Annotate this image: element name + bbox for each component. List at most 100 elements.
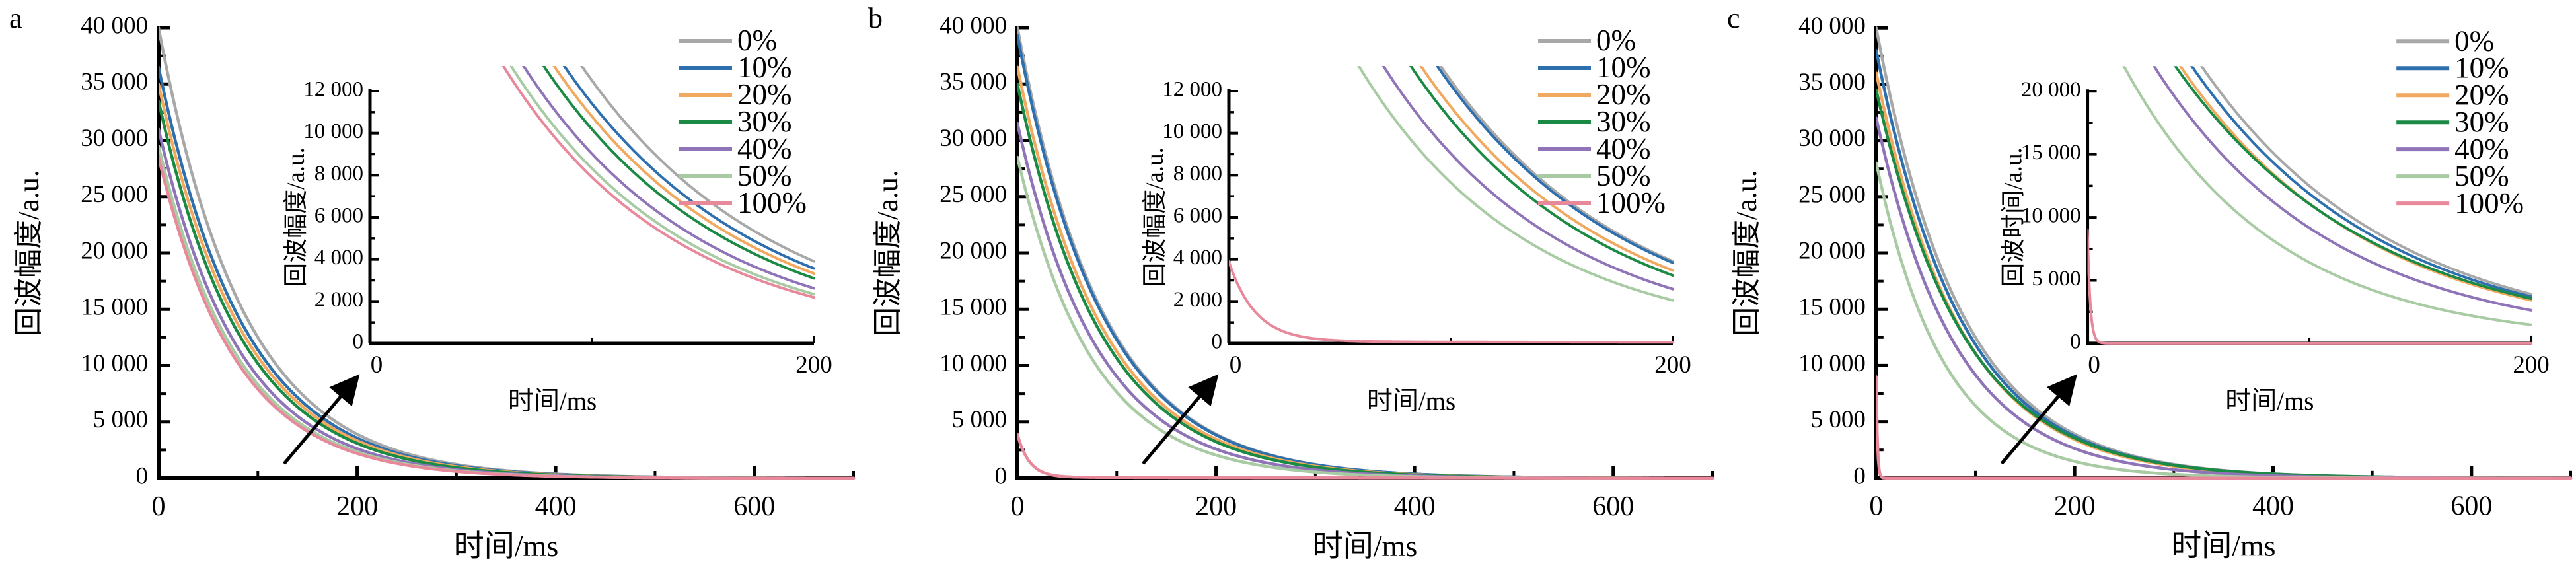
legend-entry-30%: 30% (679, 105, 792, 138)
panel-label-a: a (9, 2, 22, 34)
inset-ytick-label: 0 (1212, 330, 1223, 354)
inset-ytick-label: 10 000 (1162, 120, 1222, 143)
inset-ytick-label: 12 000 (303, 78, 363, 102)
inset-ytick-label: 10 000 (303, 120, 363, 143)
inset-series-curve-50% (509, 66, 815, 296)
legend-label-0%: 0% (737, 24, 777, 57)
inset-series-curve-20% (1419, 66, 1674, 272)
main-x-axis-label: 时间/ms (454, 529, 558, 563)
legend-label-20%: 20% (1596, 78, 1651, 111)
main-ytick-label: 0 (995, 462, 1008, 489)
main-ticks: 0 5 000 10 000 15 000 20 000 25 000 30 000 35 0… (81, 12, 855, 522)
main-curves (1017, 26, 1714, 480)
legend-label-30%: 30% (1596, 105, 1651, 138)
inset-pointer-arrow-icon (1142, 374, 1219, 465)
inset-ytick-label: 4 000 (314, 246, 363, 269)
legend-label-100%: 100% (2454, 186, 2524, 219)
inset-curves (501, 66, 815, 299)
panel-a-chart: 0 5 000 10 000 15 000 20 000 25 000 30 000 35 0… (13, 12, 856, 563)
legend-entry-0%: 0% (679, 24, 777, 57)
main-xtick-label: 0 (1011, 491, 1025, 522)
legend-entry-30%: 30% (1538, 105, 1651, 138)
panel-b: b 0 5 000 10 000 15 000 20 000 25 000 30 000 35… (859, 0, 1718, 572)
legend-entry-20%: 20% (679, 78, 792, 111)
legend-entry-30%: 30% (2396, 105, 2509, 138)
legend-label-10%: 10% (2454, 51, 2509, 84)
legend-label-40%: 40% (737, 132, 792, 165)
main-ytick-label: 30 000 (939, 125, 1007, 152)
main-ytick-label: 25 000 (81, 181, 148, 208)
legend-label-100%: 100% (1596, 186, 1666, 219)
main-xtick-label: 400 (535, 491, 577, 522)
legend-label-10%: 10% (1596, 51, 1651, 84)
main-ytick-label: 35 000 (1798, 68, 1866, 95)
main-ytick-label: 40 000 (939, 12, 1007, 39)
panel-b-chart: 0 5 000 10 000 15 000 20 000 25 000 30 000 35 0… (871, 12, 1714, 563)
main-curves (1876, 26, 2573, 480)
inset-curves (1229, 66, 1674, 344)
inset-xtick-label: 200 (795, 351, 832, 378)
inset-curves (2087, 66, 2533, 345)
legend: 0%10%20%30%40%50%100% (2396, 24, 2524, 219)
main-ytick-label: 10 000 (1798, 349, 1866, 376)
inset-series-curve-100% (1229, 260, 1674, 344)
legend: 0%10%20%30%40%50%100% (679, 24, 807, 219)
series-curve-100% (1017, 433, 1714, 480)
panel-label-b: b (868, 2, 883, 34)
legend: 0%10%20%30%40%50%100% (1538, 24, 1666, 219)
legend-label-50%: 50% (2454, 159, 2509, 192)
inset-pointer-arrow-icon (2000, 374, 2078, 465)
inset-x-axis-label: 时间/ms (1367, 387, 1455, 415)
inset-ytick-label: 8 000 (1173, 162, 1222, 186)
inset-xtick-label: 200 (2513, 351, 2549, 378)
main-ytick-label: 0 (1853, 462, 1865, 489)
main-ticks: 0 5 000 10 000 15 000 20 000 25 000 30 000 35 0… (939, 12, 1714, 522)
main-ytick-label: 15 000 (939, 294, 1007, 321)
inset-ytick-label: 6 000 (314, 204, 363, 228)
inset-ytick-label: 2 000 (314, 288, 363, 312)
main-ytick-label: 30 000 (1798, 124, 1866, 151)
inset-ytick-label: 6 000 (1173, 204, 1222, 228)
inset-series-curve-20% (552, 66, 815, 275)
inset-pointer-arrow-icon (283, 374, 360, 465)
main-y-axis-label: 回波幅度/a.u. (871, 170, 904, 336)
inset-y-axis-label: 回波幅度/a.u. (282, 147, 310, 287)
main-xtick-label: 200 (1195, 491, 1237, 522)
legend-entry-0%: 0% (2396, 24, 2494, 57)
series-curve-100% (159, 155, 856, 480)
main-ytick-label: 20 000 (1798, 237, 1866, 264)
inset-xtick-label: 200 (1654, 351, 1691, 378)
legend-entry-40%: 40% (2396, 132, 2509, 165)
inset-series-curve-50% (2122, 66, 2533, 326)
legend-label-50%: 50% (737, 159, 792, 192)
legend-label-0%: 0% (2454, 24, 2494, 57)
inset-series-curve-100% (2087, 229, 2533, 345)
legend-label-40%: 40% (2454, 132, 2509, 165)
inset-series-curve-0% (2199, 66, 2533, 296)
inset-ytick-label: 8 000 (314, 162, 363, 186)
legend-label-0%: 0% (1596, 24, 1636, 57)
main-ytick-label: 20 000 (81, 237, 148, 264)
inset-series-curve-0% (580, 66, 815, 263)
legend-entry-50%: 50% (1538, 159, 1651, 192)
main-xtick-label: 0 (1869, 491, 1883, 522)
main-ytick-label: 25 000 (939, 181, 1007, 208)
legend-label-30%: 30% (737, 105, 792, 138)
inset-x-axis-label: 时间/ms (2225, 387, 2314, 415)
inset-ytick-label: 20 000 (2021, 78, 2081, 102)
series-curve-100% (1876, 375, 2573, 480)
main-xtick-label: 600 (733, 491, 775, 522)
legend-entry-0%: 0% (1538, 24, 1636, 57)
inset-plot: 0 2 000 4 000 6 000 8 000 10 000 12 000 0 200 回波幅… (282, 78, 832, 415)
inset-series-curve-50% (1357, 66, 1674, 302)
legend-label-50%: 50% (1596, 159, 1651, 192)
main-xtick-label: 0 (152, 491, 166, 522)
legend-entry-40%: 40% (1538, 132, 1651, 165)
panel-c-chart: 0 5 000 10 000 15 000 20 000 25 000 30 000 35 0… (1730, 12, 2573, 563)
panel-a: a 0 5 000 10 000 15 000 20 000 25 000 30 000 35… (0, 0, 859, 572)
legend-entry-10%: 10% (2396, 51, 2509, 84)
inset-ytick-label: 10 000 (2021, 204, 2081, 228)
legend-label-30%: 30% (2454, 105, 2509, 138)
main-ytick-label: 15 000 (81, 294, 148, 321)
